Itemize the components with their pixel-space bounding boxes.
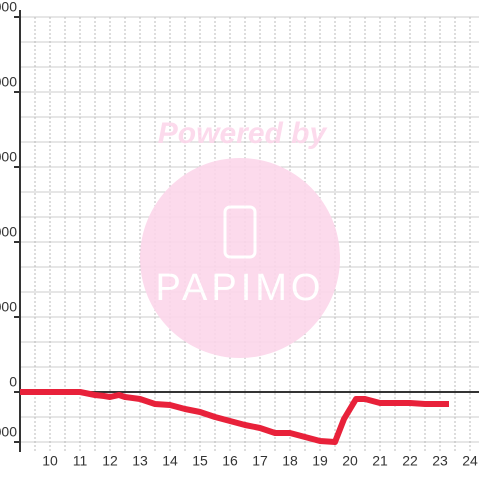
x-tick-label: 12 <box>102 453 118 469</box>
data-line <box>20 389 449 445</box>
x-tick-label: 14 <box>162 453 178 469</box>
y-tick-label: 90,000 <box>0 149 17 165</box>
y-tick-label: 150,000 <box>0 0 17 15</box>
x-tick-label: 23 <box>432 453 448 469</box>
x-tick-label: 13 <box>132 453 148 469</box>
x-tick-label: 22 <box>402 453 418 469</box>
y-tick-label: 0 <box>9 374 17 390</box>
x-tick-label: 21 <box>372 453 388 469</box>
watermark: Powered by PAPIMO <box>140 117 340 358</box>
x-tick-label: 19 <box>312 453 328 469</box>
x-tick-label: 16 <box>222 453 238 469</box>
x-tick-label: 15 <box>192 453 208 469</box>
x-tick-label: 18 <box>282 453 298 469</box>
y-tick-label: 30,000 <box>0 299 17 315</box>
y-tick-label: 60,000 <box>0 224 17 240</box>
watermark-logo: PAPIMO <box>156 267 325 309</box>
watermark-phone <box>223 205 257 259</box>
x-tick-label: 10 <box>42 453 58 469</box>
plot: -20,000 0 30,000 60,000 90,000 120,000 150,000… <box>0 0 479 469</box>
x-tick-label: 24 <box>462 453 478 469</box>
watermark-text: Powered by <box>158 117 328 150</box>
x-tick-label: 17 <box>252 453 268 469</box>
y-tick-label: -20,000 <box>0 424 17 440</box>
x-tick-label: 20 <box>342 453 358 469</box>
y-tick-label: 120,000 <box>0 74 17 90</box>
x-tick-label: 11 <box>73 453 88 469</box>
